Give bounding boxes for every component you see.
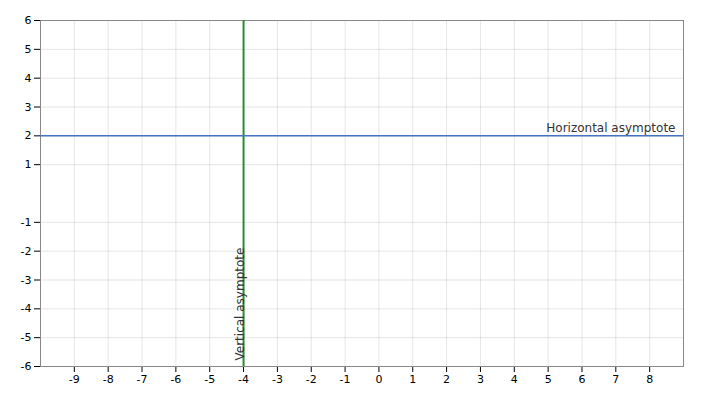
svg-text:1: 1	[25, 158, 32, 171]
svg-text:-4: -4	[238, 373, 249, 386]
svg-text:7: 7	[612, 373, 619, 386]
svg-text:-2: -2	[21, 245, 32, 258]
svg-text:3: 3	[25, 101, 32, 114]
svg-text:-4: -4	[21, 302, 32, 315]
svg-text:-3: -3	[272, 373, 283, 386]
svg-text:2: 2	[25, 129, 32, 142]
svg-text:-8: -8	[103, 373, 114, 386]
svg-text:3: 3	[477, 373, 484, 386]
svg-text:-5: -5	[204, 373, 215, 386]
svg-text:4: 4	[25, 72, 32, 85]
svg-text:8: 8	[646, 373, 653, 386]
svg-text:-2: -2	[306, 373, 317, 386]
svg-text:-7: -7	[137, 373, 148, 386]
svg-text:0: 0	[375, 373, 382, 386]
svg-text:-1: -1	[340, 373, 351, 386]
svg-text:-6: -6	[21, 360, 32, 373]
svg-text:2: 2	[443, 373, 450, 386]
svg-text:1: 1	[409, 373, 416, 386]
svg-text:-3: -3	[21, 274, 32, 287]
svg-text:5: 5	[545, 373, 552, 386]
svg-text:-5: -5	[21, 331, 32, 344]
svg-text:-6: -6	[170, 373, 181, 386]
svg-text:Vertical asymptote: Vertical asymptote	[233, 248, 247, 361]
svg-text:5: 5	[25, 43, 32, 56]
svg-text:6: 6	[578, 373, 585, 386]
svg-text:6: 6	[25, 14, 32, 27]
svg-text:-9: -9	[69, 373, 80, 386]
svg-text:Horizontal asymptote: Horizontal asymptote	[546, 121, 675, 135]
svg-text:-1: -1	[21, 216, 32, 229]
svg-text:4: 4	[511, 373, 518, 386]
